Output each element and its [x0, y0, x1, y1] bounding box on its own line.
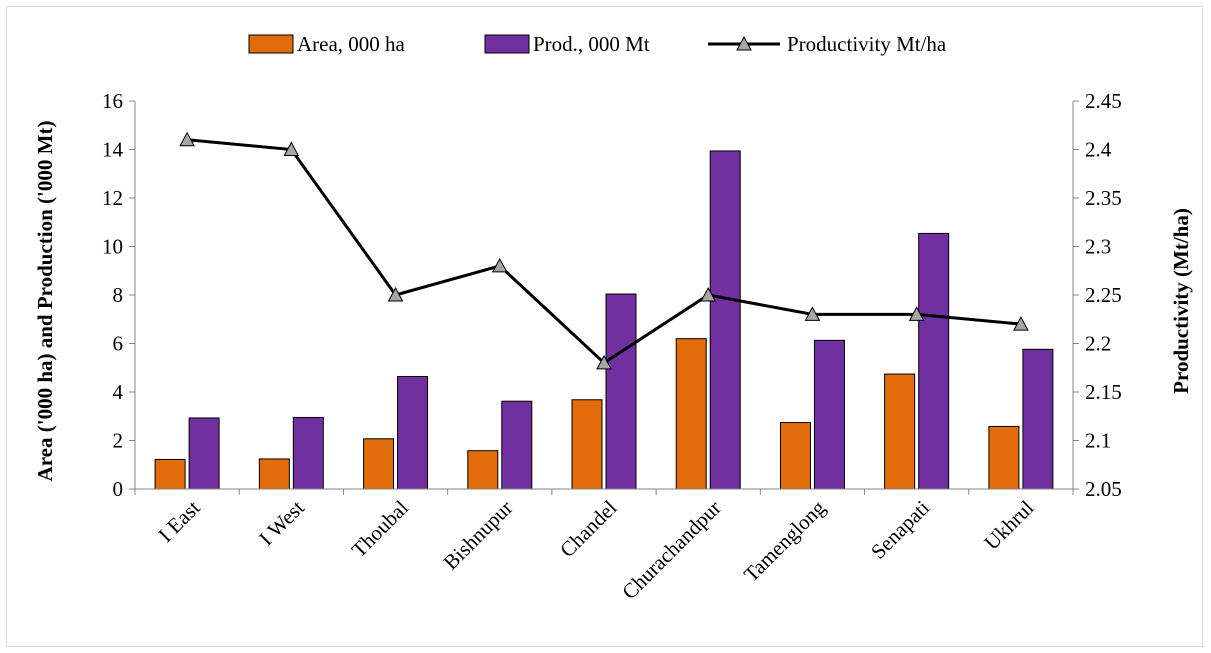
bar-production-0: [188, 417, 220, 490]
left-tick-label: 14: [102, 138, 124, 162]
x-tick-label: Ukhrul: [979, 495, 1038, 554]
left-tick-label: 2: [113, 429, 124, 453]
x-tick-label: Chandel: [555, 495, 622, 562]
x-tick-label: Churachandpur: [617, 496, 726, 605]
left-tick-label: 4: [113, 380, 124, 404]
bar-area-5: [675, 338, 707, 490]
bar-production-7: [918, 232, 950, 490]
right-tick-label: 2.45: [1085, 89, 1122, 113]
productivity-marker-1: [283, 141, 300, 156]
productivity-marker-7: [908, 306, 925, 321]
right-tick-label: 2.15: [1085, 380, 1122, 404]
bar-production-1: [292, 416, 324, 490]
legend-label-2: Productivity Mt/ha: [787, 32, 947, 56]
x-tick-label: I East: [153, 495, 204, 546]
x-tick-label: Thoubal: [347, 495, 414, 562]
productivity-marker-8: [1013, 316, 1029, 331]
bar-area-3: [467, 450, 499, 490]
x-tick-label: Bishnupur: [438, 496, 517, 575]
right-tick-label: 2.35: [1085, 186, 1122, 210]
right-tick-label: 2.3: [1085, 235, 1111, 259]
productivity-marker-4: [596, 354, 612, 370]
bar-production-4: [605, 293, 637, 490]
productivity-marker-3: [491, 257, 508, 273]
right-tick-label: 2.2: [1085, 332, 1111, 356]
x-tick-label: Senapati: [866, 495, 934, 563]
axes: [129, 100, 1079, 495]
bar-area-2: [363, 438, 395, 490]
right-tick-label: 2.4: [1085, 138, 1112, 162]
productivity-marker-6: [804, 306, 821, 321]
line-series: [179, 131, 1029, 370]
right-tick-label: 2.05: [1085, 477, 1122, 501]
left-tick-label: 8: [113, 283, 124, 307]
bar-area-6: [779, 422, 811, 490]
legend-swatch-1: [484, 34, 530, 54]
bar-area-4: [571, 399, 603, 490]
right-axis-title: Productivity (Mt/ha): [1169, 208, 1193, 394]
chart-frame: [6, 6, 1203, 647]
bar-production-5: [709, 150, 741, 490]
legend-label-0: Area, 000 ha: [297, 32, 406, 56]
bar-area-7: [884, 373, 916, 490]
legend-label-1: Prod., 000 Mt: [533, 32, 650, 56]
bar-area-8: [988, 425, 1020, 490]
left-tick-label: 6: [113, 332, 124, 356]
productivity-marker-5: [700, 286, 717, 302]
productivity-marker-0: [179, 131, 195, 147]
left-tick-label: 0: [113, 477, 124, 501]
right-tick-label: 2.1: [1085, 429, 1111, 453]
bar-production-8: [1022, 348, 1054, 490]
legend-swatch-marker: [736, 35, 752, 51]
right-tick-label: 2.25: [1085, 283, 1122, 307]
left-tick-label: 12: [102, 186, 123, 210]
bar-area-1: [258, 458, 290, 490]
left-axis-title: Area ('000 ha) and Production ('000 Mt): [33, 121, 57, 482]
x-tick-label: Tamenglong: [739, 495, 830, 586]
left-tick-label: 10: [102, 235, 123, 259]
productivity-line: [186, 138, 1022, 365]
bar-production-6: [813, 339, 845, 490]
productivity-marker-2: [387, 286, 404, 302]
legend: Area, 000 ha Prod., 000 Mt Productivity Mt…: [248, 32, 947, 56]
bar-production-2: [397, 375, 429, 490]
bar-area-0: [154, 458, 186, 490]
left-tick-label: 16: [102, 89, 123, 113]
x-tick-label: I West: [254, 495, 309, 550]
legend-swatch-0: [248, 34, 294, 54]
bars: [154, 150, 1054, 490]
bar-production-3: [501, 400, 533, 490]
